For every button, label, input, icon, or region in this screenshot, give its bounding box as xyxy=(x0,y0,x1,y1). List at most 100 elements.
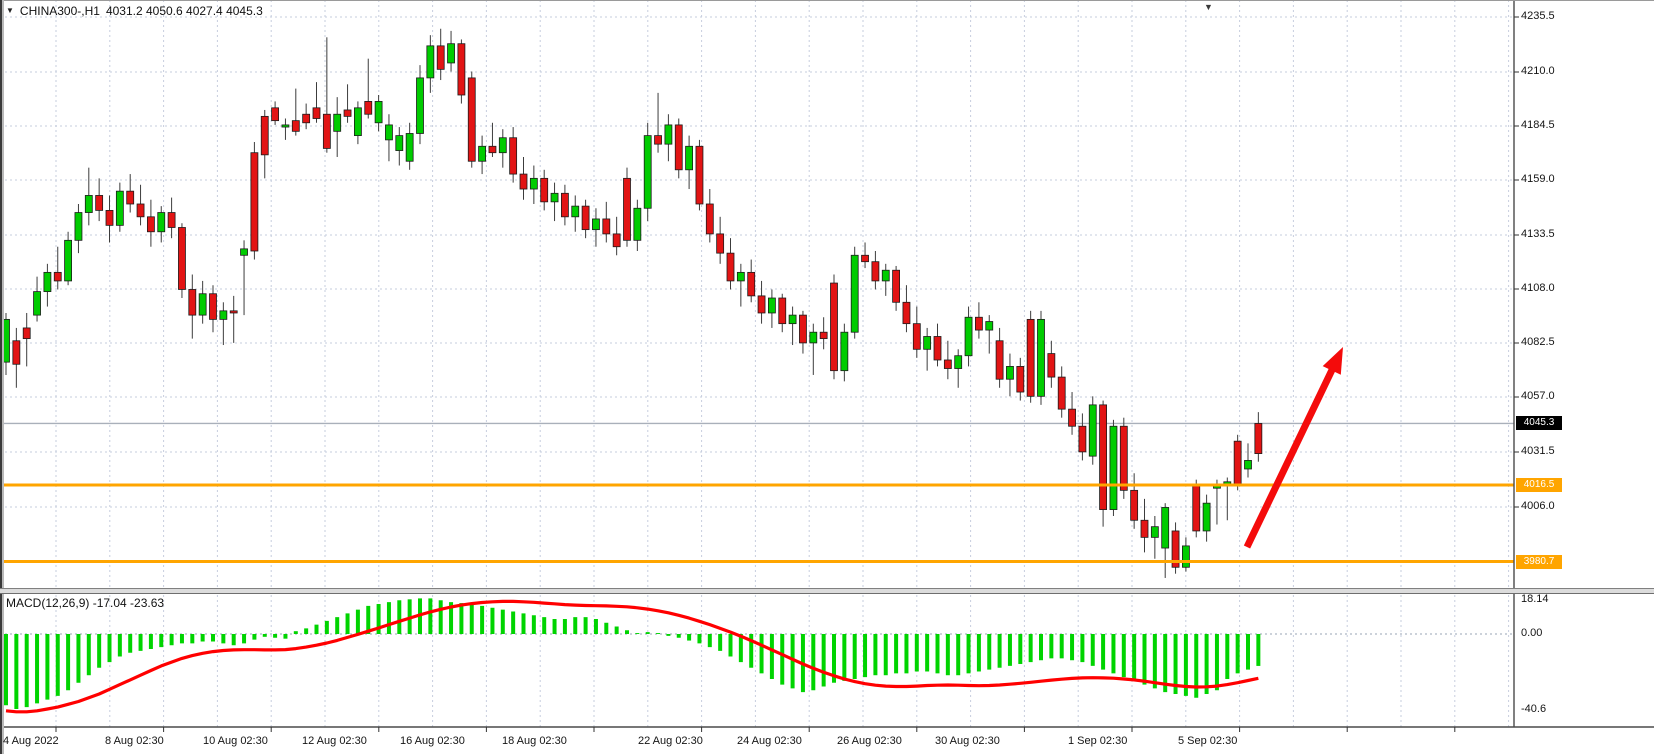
candle-body[interactable] xyxy=(975,316,983,331)
candle-body[interactable] xyxy=(198,293,207,316)
symbol-dropdown-icon[interactable]: ▼ xyxy=(6,6,14,15)
candle-body[interactable] xyxy=(291,120,300,132)
candle-body[interactable] xyxy=(436,45,445,70)
candle-body[interactable] xyxy=(871,261,880,282)
candle-body[interactable] xyxy=(1161,507,1170,549)
candle-body[interactable] xyxy=(695,145,704,205)
candle-body[interactable] xyxy=(964,316,973,357)
candle-body[interactable] xyxy=(478,145,487,162)
candle-body[interactable] xyxy=(167,212,176,228)
candle-body[interactable] xyxy=(95,195,104,211)
candle-body[interactable] xyxy=(146,216,155,233)
candle-body[interactable] xyxy=(260,115,269,156)
candle-body[interactable] xyxy=(850,254,859,333)
candle-body[interactable] xyxy=(540,177,549,203)
candle-body[interactable] xyxy=(623,177,631,241)
candle-body[interactable] xyxy=(1078,425,1087,453)
candle-body[interactable] xyxy=(178,227,186,290)
candle-body[interactable] xyxy=(1099,404,1107,510)
candle-body[interactable] xyxy=(892,269,900,303)
candle-body[interactable] xyxy=(736,271,745,282)
candle-body[interactable] xyxy=(799,314,807,344)
candle-body[interactable] xyxy=(840,331,849,372)
candle-body[interactable] xyxy=(1088,404,1097,457)
candle-body[interactable] xyxy=(1233,440,1242,487)
candle-body[interactable] xyxy=(33,291,41,316)
chart-shift-marker-icon[interactable]: ▼ xyxy=(1204,2,1213,12)
candle-body[interactable] xyxy=(126,190,135,205)
candle-body[interactable] xyxy=(115,190,124,226)
candle-body[interactable] xyxy=(219,310,228,320)
candle-body[interactable] xyxy=(84,195,93,213)
candle-body[interactable] xyxy=(685,145,693,171)
candle-body[interactable] xyxy=(643,135,652,209)
candle-body[interactable] xyxy=(954,355,963,369)
candle-body[interactable] xyxy=(53,271,62,282)
candle-body[interactable] xyxy=(788,314,797,325)
trend-arrow-shaft[interactable] xyxy=(1243,363,1338,549)
candle-body[interactable] xyxy=(188,289,197,316)
candle-body[interactable] xyxy=(74,212,83,241)
candle-body[interactable] xyxy=(902,301,911,325)
candle-body[interactable] xyxy=(509,137,518,175)
candle-body[interactable] xyxy=(105,209,114,226)
candle-body[interactable] xyxy=(1182,545,1190,568)
candle-body[interactable] xyxy=(633,207,642,241)
candle-body[interactable] xyxy=(602,218,611,235)
candle-body[interactable] xyxy=(302,113,311,124)
candle-body[interactable] xyxy=(209,293,217,320)
candle-body[interactable] xyxy=(664,124,673,145)
candle-body[interactable] xyxy=(995,340,1004,380)
candle-body[interactable] xyxy=(1037,318,1045,397)
candle-body[interactable] xyxy=(312,107,321,119)
candle-body[interactable] xyxy=(519,173,528,190)
candle-body[interactable] xyxy=(1254,423,1263,454)
candle-body[interactable] xyxy=(343,109,352,117)
candle-body[interactable] xyxy=(447,43,455,64)
candle-body[interactable] xyxy=(581,205,590,231)
candle-body[interactable] xyxy=(1057,376,1066,410)
candle-body[interactable] xyxy=(1109,425,1118,510)
candle-body[interactable] xyxy=(830,282,838,372)
candle-body[interactable] xyxy=(1192,485,1201,532)
candle-body[interactable] xyxy=(943,359,952,369)
candle-body[interactable] xyxy=(1026,318,1035,397)
candle-body[interactable] xyxy=(271,107,280,122)
candle-body[interactable] xyxy=(1068,408,1076,427)
candle-body[interactable] xyxy=(333,113,342,132)
candle-body[interactable] xyxy=(1171,530,1180,568)
candle-body[interactable] xyxy=(395,135,404,151)
candle-body[interactable] xyxy=(405,133,414,162)
candle-body[interactable] xyxy=(240,248,248,256)
candle-body[interactable] xyxy=(488,145,497,154)
candle-body[interactable] xyxy=(705,203,714,235)
candle-body[interactable] xyxy=(281,124,290,128)
candle-body[interactable] xyxy=(881,269,890,282)
panel-splitter[interactable] xyxy=(0,588,1654,594)
candle-body[interactable] xyxy=(1244,460,1252,470)
candle-body[interactable] xyxy=(467,77,476,162)
candle-body[interactable] xyxy=(22,327,31,340)
candle-body[interactable] xyxy=(136,203,145,218)
candle-body[interactable] xyxy=(933,336,942,361)
candle-body[interactable] xyxy=(1202,502,1211,532)
candle-body[interactable] xyxy=(571,205,580,218)
candle-body[interactable] xyxy=(426,45,435,79)
candle-body[interactable] xyxy=(726,252,735,282)
candle-body[interactable] xyxy=(654,135,662,145)
candle-body[interactable] xyxy=(12,340,21,365)
candle-body[interactable] xyxy=(364,101,373,115)
candle-body[interactable] xyxy=(757,295,766,314)
candle-body[interactable] xyxy=(861,254,869,263)
candle-body[interactable] xyxy=(1130,489,1139,521)
candle-body[interactable] xyxy=(819,331,828,340)
candle-body[interactable] xyxy=(1140,519,1149,538)
candle-body[interactable] xyxy=(592,218,600,231)
candle-body[interactable] xyxy=(1016,365,1025,393)
candle-body[interactable] xyxy=(157,212,166,233)
candle-body[interactable] xyxy=(985,321,994,331)
candle-body[interactable] xyxy=(1006,365,1014,380)
candle-body[interactable] xyxy=(561,192,569,218)
candle-body[interactable] xyxy=(912,323,921,350)
